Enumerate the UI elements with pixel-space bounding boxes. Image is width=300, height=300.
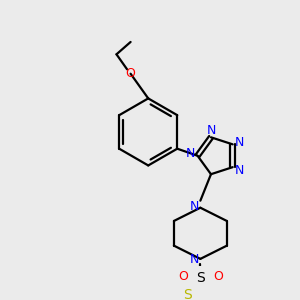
Text: N: N xyxy=(186,148,195,160)
Text: O: O xyxy=(126,67,136,80)
Text: O: O xyxy=(178,270,188,283)
Text: N: N xyxy=(190,253,199,266)
Text: N: N xyxy=(235,164,244,177)
Text: S: S xyxy=(183,288,192,300)
Text: S: S xyxy=(196,271,205,285)
Text: O: O xyxy=(213,270,223,283)
Text: N: N xyxy=(235,136,244,149)
Text: N: N xyxy=(207,124,217,137)
Text: N: N xyxy=(190,200,199,213)
